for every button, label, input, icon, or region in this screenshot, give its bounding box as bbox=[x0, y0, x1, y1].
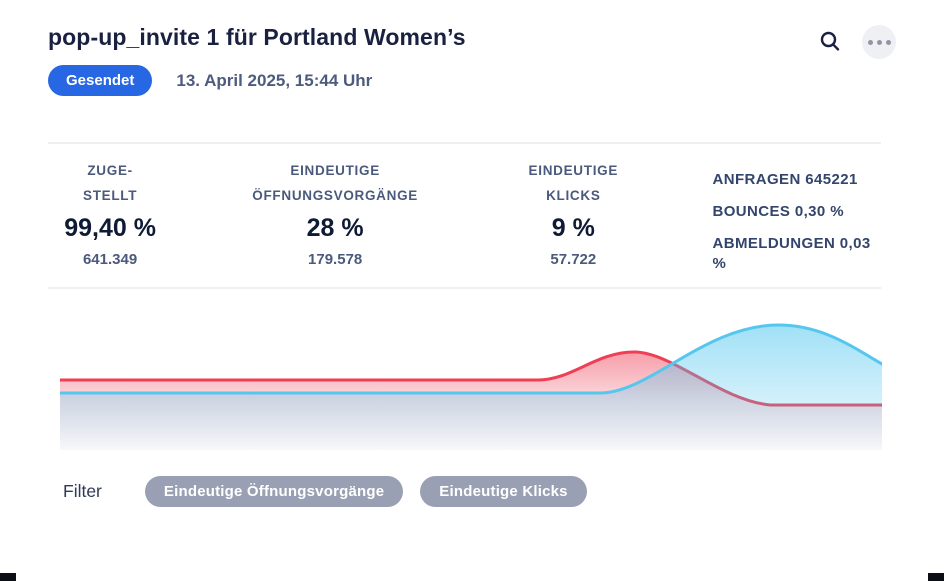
stat-value: 9 % bbox=[551, 214, 595, 242]
engagement-area-chart bbox=[60, 300, 882, 450]
bottom-left-edge-bar bbox=[0, 573, 16, 581]
stat-label-line: EINDEUTIGE bbox=[290, 163, 380, 178]
stat-unique-opens: EINDEUTIGE ÖFFNUNGSVORGÄNGE 28 % 179.578 bbox=[206, 158, 464, 268]
bottom-right-edge-bar bbox=[928, 573, 944, 581]
divider-top bbox=[48, 142, 881, 144]
filter-label: Filter bbox=[63, 481, 102, 501]
filter-row: Filter Eindeutige Öffnungsvorgänge Einde… bbox=[63, 476, 587, 507]
secondary-stats: ANFRAGEN 645221 BOUNCES 0,30 % ABMELDUNG… bbox=[713, 158, 882, 286]
stat-count: 179.578 bbox=[308, 251, 363, 268]
stat-value: 99,40 % bbox=[64, 214, 156, 242]
filter-pill-unique-clicks[interactable]: Eindeutige Klicks bbox=[420, 476, 587, 507]
stats-row: ZUGE- STELLT 99,40 % 641.349 EINDEUTIGE … bbox=[48, 158, 881, 286]
search-button[interactable] bbox=[818, 29, 842, 56]
sent-date: 13. April 2025, 15:44 Uhr bbox=[176, 70, 373, 90]
ellipsis-icon bbox=[867, 39, 891, 45]
filter-pill-unique-opens[interactable]: Eindeutige Öffnungsvorgänge bbox=[144, 476, 404, 507]
clicks-series-line bbox=[60, 323, 882, 395]
stat-label-line: STELLT bbox=[82, 188, 138, 203]
stat-count: 641.349 bbox=[82, 251, 138, 268]
header: pop-up_invite 1 für Portland Women’s Ges… bbox=[48, 24, 896, 96]
stat-count: 57.722 bbox=[550, 251, 597, 268]
stat-delivered: ZUGE- STELLT 99,40 % 641.349 bbox=[48, 158, 172, 268]
stat-unique-clicks: EINDEUTIGE KLICKS 9 % 57.722 bbox=[492, 158, 654, 268]
divider-mid bbox=[48, 287, 881, 289]
stat-bounces: BOUNCES 0,30 % bbox=[712, 203, 844, 220]
header-sub-row: Gesendet 13. April 2025, 15:44 Uhr bbox=[48, 65, 896, 96]
status-badge: Gesendet bbox=[48, 65, 153, 96]
header-actions bbox=[818, 25, 896, 59]
more-options-button[interactable] bbox=[862, 25, 896, 59]
stat-label-line: EINDEUTIGE bbox=[528, 163, 619, 178]
clicks-series-area bbox=[60, 325, 882, 450]
stat-value: 28 % bbox=[306, 214, 364, 242]
search-icon bbox=[818, 29, 842, 56]
page-title: pop-up_invite 1 für Portland Women’s bbox=[48, 24, 466, 50]
stat-label-line: KLICKS bbox=[546, 188, 601, 203]
stat-abmeldungen: ABMELDUNGEN 0,03 % bbox=[712, 235, 871, 272]
stat-label-line: ZUGE- bbox=[87, 163, 133, 178]
stat-label-line: ÖFFNUNGSVORGÄNGE bbox=[252, 188, 418, 203]
stat-anfragen: ANFRAGEN 645221 bbox=[712, 171, 858, 188]
